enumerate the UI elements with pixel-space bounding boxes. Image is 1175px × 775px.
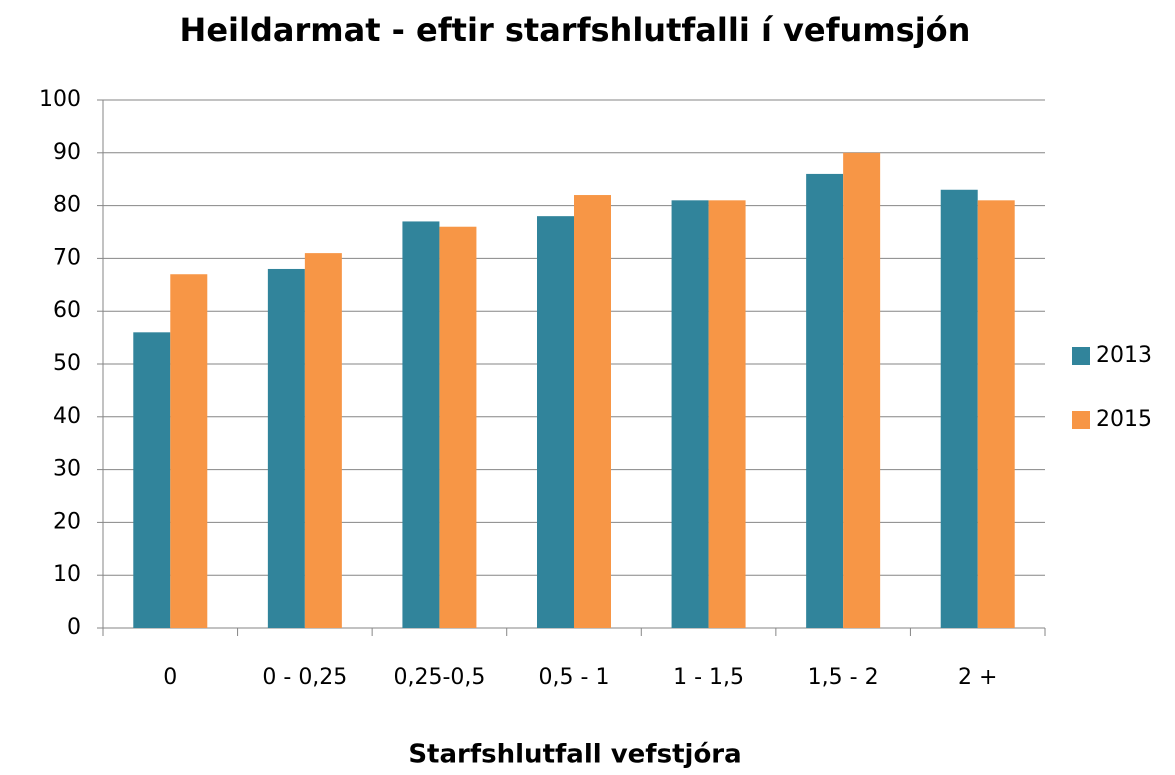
y-tick-label: 50: [53, 351, 81, 376]
bar: [267, 268, 305, 628]
x-tick-label: 0,5 - 1: [539, 665, 610, 690]
bar: [439, 226, 477, 628]
bar: [537, 216, 574, 628]
legend-swatch: [1072, 411, 1090, 429]
y-tick-label: 20: [53, 509, 81, 534]
y-tick-label: 40: [53, 404, 81, 429]
bar: [708, 200, 746, 628]
bar: [977, 200, 1015, 628]
x-tick-label: 0,25-0,5: [393, 665, 485, 690]
y-tick-label: 60: [53, 298, 81, 323]
bar: [574, 195, 611, 629]
bar: [304, 253, 342, 628]
bar: [133, 332, 171, 628]
bar: [402, 221, 440, 628]
bar: [170, 274, 208, 628]
x-tick-label: 1,5 - 2: [808, 665, 879, 690]
y-tick-label: 0: [67, 615, 81, 640]
legend-swatch: [1072, 347, 1090, 365]
x-tick-label: 0: [163, 665, 177, 690]
y-tick-label: 80: [53, 193, 81, 218]
chart-title: Heildarmat - eftir starfshlutfalli í vef…: [180, 11, 971, 49]
bar: [671, 200, 709, 628]
bar: [940, 189, 978, 628]
y-tick-label: 100: [39, 87, 81, 112]
bar: [806, 173, 844, 629]
x-tick-label: 0 - 0,25: [262, 665, 347, 690]
bar: [843, 152, 881, 629]
y-tick-label: 90: [53, 140, 81, 165]
legend-label: 2013: [1096, 343, 1152, 368]
x-tick-label: 1 - 1,5: [673, 665, 744, 690]
legend-label: 2015: [1096, 407, 1152, 432]
y-tick-label: 70: [53, 245, 81, 270]
x-tick-label: 2 +: [958, 665, 997, 690]
x-axis-label: Starfshlutfall vefstjóra: [408, 740, 741, 770]
y-tick-label: 30: [53, 457, 81, 482]
y-tick-label: 10: [53, 562, 81, 587]
